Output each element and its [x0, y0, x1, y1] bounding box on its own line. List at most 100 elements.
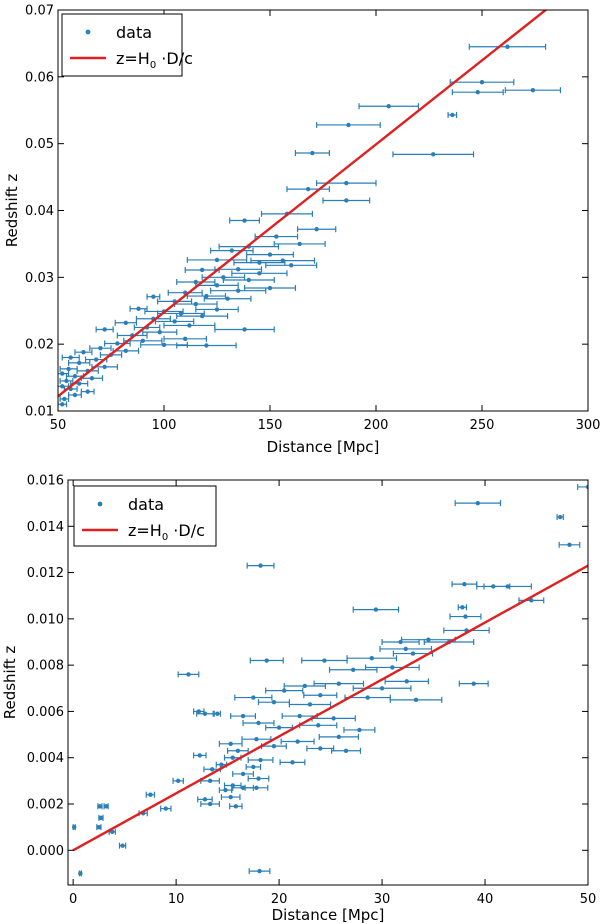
data-marker — [123, 348, 129, 354]
data-marker — [475, 500, 481, 506]
data-marker — [491, 584, 496, 589]
data-point — [95, 326, 114, 333]
data-point — [197, 796, 213, 803]
data-marker — [193, 279, 198, 285]
data-marker — [240, 713, 246, 719]
data-point — [447, 111, 458, 118]
x-tick-label: 50 — [580, 892, 597, 907]
x-tick-label: 150 — [258, 418, 283, 433]
data-marker — [257, 868, 262, 874]
legend-data-label: data — [128, 495, 164, 514]
data-marker — [410, 651, 416, 656]
legend-frame — [73, 485, 217, 547]
data-point — [476, 583, 511, 590]
data-point — [223, 754, 242, 761]
y-tick-label: 0.008 — [27, 659, 64, 674]
data-marker — [77, 381, 82, 386]
x-tick-label: 50 — [50, 418, 67, 433]
data-marker — [471, 681, 476, 686]
data-point — [389, 696, 443, 703]
legend-fit-label: z=H0 ·D/c — [128, 521, 205, 543]
data-point — [381, 639, 420, 645]
data-marker — [318, 693, 323, 698]
data-marker — [236, 288, 241, 293]
data-marker — [123, 320, 129, 325]
y-tick-label: 0.012 — [27, 566, 64, 581]
data-marker — [193, 301, 198, 307]
data-point — [176, 313, 229, 320]
data-marker — [254, 785, 259, 790]
data-point — [89, 345, 112, 352]
data-point — [241, 736, 272, 743]
data-point — [246, 251, 294, 258]
data-marker — [202, 797, 208, 802]
data-marker — [223, 787, 228, 793]
data-marker — [297, 713, 302, 719]
data-marker — [314, 227, 319, 232]
data-marker — [215, 711, 220, 716]
data-marker — [336, 734, 342, 740]
x-tick-label: 300 — [576, 418, 600, 433]
data-marker — [351, 667, 356, 672]
data-marker — [256, 776, 261, 781]
data-marker — [302, 683, 308, 689]
data-marker — [282, 688, 287, 693]
data-marker — [318, 746, 323, 751]
data-marker — [209, 767, 215, 772]
data-point — [229, 803, 243, 810]
data-marker — [505, 44, 510, 49]
data-marker — [264, 658, 269, 663]
x-tick-label: 200 — [364, 418, 389, 433]
data-point — [244, 784, 269, 791]
data-point — [213, 710, 221, 717]
data-point — [196, 710, 214, 717]
data-marker — [336, 681, 342, 686]
data-point — [358, 103, 419, 110]
data-marker — [240, 771, 246, 777]
legend-data-marker — [97, 501, 103, 507]
data-marker — [98, 345, 103, 351]
x-axis-label: Distance [Mpc] — [267, 438, 380, 456]
data-marker — [258, 563, 263, 568]
data-marker — [357, 727, 362, 733]
data-marker — [233, 804, 239, 809]
data-point — [273, 240, 326, 247]
x-tick-label: 0 — [69, 892, 77, 907]
data-marker — [97, 804, 103, 809]
data-point — [257, 699, 290, 706]
data-point — [311, 715, 356, 722]
x-axis-label: Distance [Mpc] — [272, 906, 385, 924]
data-point — [67, 359, 91, 366]
data-point — [220, 794, 241, 801]
data-point — [556, 514, 564, 521]
data-point — [160, 805, 172, 812]
data-marker — [450, 112, 455, 118]
data-marker — [140, 338, 145, 344]
data-point — [167, 289, 203, 296]
data-marker — [115, 341, 120, 346]
data-marker — [96, 824, 102, 830]
x-tick-label: 250 — [470, 418, 495, 433]
data-point — [451, 89, 504, 96]
data-marker — [271, 743, 277, 749]
data-marker — [78, 871, 83, 876]
data-point — [260, 743, 287, 750]
data-point — [558, 541, 581, 548]
data-marker — [365, 695, 370, 700]
data-marker — [242, 327, 247, 332]
data-marker — [225, 296, 230, 301]
data-point — [343, 726, 376, 733]
y-tick-label: 0.07 — [25, 4, 54, 19]
data-marker — [186, 672, 191, 677]
data-point — [230, 713, 257, 720]
data-marker — [386, 104, 391, 109]
data-point — [186, 256, 248, 263]
data-marker — [89, 376, 95, 381]
y-tick-label: 0.010 — [27, 612, 64, 627]
y-axis-label: Redshift z — [1, 646, 19, 720]
data-marker — [98, 815, 104, 821]
chart-distance-redshift-full: 50 100 150 200 250 300 0.01 0.02 0.03 0.04 0.05 0.0… — [3, 4, 600, 457]
data-marker — [431, 152, 436, 157]
data-point — [242, 720, 275, 726]
